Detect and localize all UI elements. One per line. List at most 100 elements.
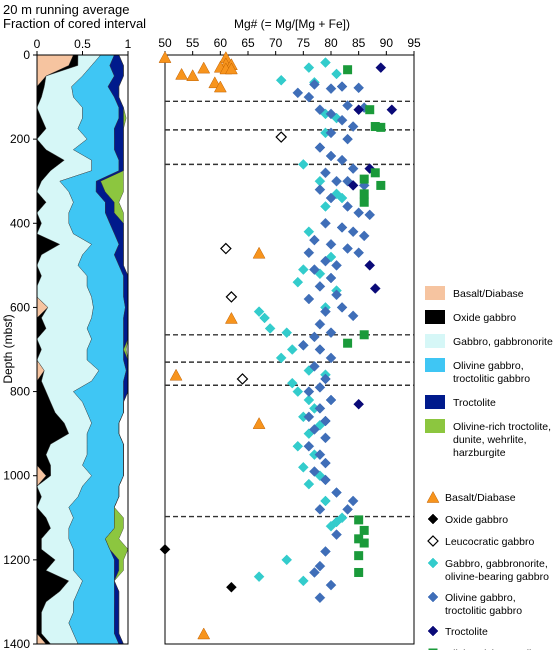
mg-tick-label: 60 (214, 36, 228, 50)
legend-swatch (425, 286, 445, 300)
mg-number-x-ticks: 50 55 60 65 70 75 80 85 90 95 (158, 36, 421, 55)
mg-number-scatter-chart: Mg# (= Mg/[Mg + Fe]) 50 55 60 65 70 75 80 85 90 9… (158, 17, 421, 645)
scatter-point (303, 394, 315, 406)
legend-label: troctolitic gabbro (445, 605, 522, 617)
scatter-point (309, 79, 320, 90)
scatter-point (364, 209, 376, 221)
scatter-point (303, 226, 315, 238)
scatter-point (236, 373, 249, 385)
scatter-point (303, 478, 315, 490)
legend-swatch (425, 358, 445, 372)
scatter-point (370, 122, 380, 132)
legend-label: Basalt/Diabase (453, 288, 524, 300)
scatter-point (213, 80, 227, 93)
fraction-tick-label: 0 (34, 37, 41, 51)
scatter-point (320, 373, 331, 385)
fraction-layers (36, 54, 129, 645)
legend-marker (427, 535, 439, 547)
scatter-point (325, 150, 337, 162)
scatter-point (197, 61, 211, 74)
scatter-point (303, 247, 315, 259)
scatter-point (175, 67, 189, 80)
scatter-point (314, 504, 326, 515)
scatter-point (297, 159, 309, 170)
scatter-point (342, 504, 353, 515)
scatter-point (314, 142, 326, 153)
scatter-point (320, 415, 331, 427)
scatter-point (297, 264, 309, 275)
scatter-point (225, 291, 238, 303)
mg-number-axis-title: Mg# (= Mg/[Mg + Fe]) (234, 17, 350, 31)
scatter-point (292, 386, 304, 397)
scatter-point (309, 264, 320, 275)
scatter-point (325, 127, 337, 139)
scatter-point (314, 344, 326, 355)
scatter-point (309, 234, 320, 246)
scatter-point (325, 579, 337, 591)
scatter-point (354, 534, 364, 544)
scatter-point (309, 567, 320, 578)
scatter-point (303, 411, 315, 423)
scatter-point (208, 76, 222, 89)
scatter-point (347, 495, 359, 507)
legend-label: harzburgite (453, 447, 506, 459)
scatter-point (347, 310, 359, 322)
legend-label: Olivine-rich troctolite, (445, 648, 543, 650)
legend-marker (427, 557, 439, 569)
fraction-tick-label: 0.5 (74, 37, 91, 51)
scatter-point (314, 281, 326, 292)
scatter-point (336, 154, 348, 166)
fraction-tick-label: 1 (125, 37, 132, 51)
scatter-point (309, 424, 320, 435)
legend-label: dunite, wehrlite, (453, 434, 527, 446)
legend-marker (427, 591, 439, 603)
header-fraction: Fraction of cored interval (3, 16, 146, 31)
depth-tick-label: 0 (23, 48, 30, 62)
scatter-point (224, 311, 238, 324)
scatter-point (314, 184, 326, 195)
mg-tick-label: 50 (158, 36, 172, 50)
scatter-point (336, 114, 348, 126)
scatter-point (314, 560, 326, 572)
scatter-point (303, 440, 315, 452)
scatter-point (286, 377, 298, 389)
scatter-point (343, 338, 353, 348)
scatter-point (331, 289, 342, 301)
scatter-point (320, 474, 331, 486)
legend-label: Oxide gabbro (453, 312, 516, 324)
scatter-point (292, 87, 304, 99)
scatter-point (303, 293, 315, 305)
scatter-point (320, 457, 331, 469)
depth-tick-label: 1200 (3, 553, 30, 567)
marker-legend: Basalt/Diabase Oxide gabbro Leucocratic ga… (426, 490, 549, 650)
scatter-point (359, 174, 369, 184)
scatter-point (314, 403, 326, 414)
scatter-point (336, 302, 348, 313)
scatter-point (314, 449, 326, 461)
scatter-point (359, 189, 369, 199)
scatter-point (364, 260, 376, 271)
scatter-point (303, 386, 315, 397)
scatter-point (342, 133, 353, 145)
mg-tick-label: 80 (324, 36, 338, 50)
depth-tick-label: 1000 (3, 469, 30, 483)
scatter-point (353, 398, 365, 410)
legend-label: Olivine gabbro, (453, 360, 524, 372)
scatter-point (275, 131, 288, 143)
depth-y-ticks: 0 200 400 600 800 1000 1200 1400 (3, 48, 37, 650)
scatter-point (320, 167, 331, 179)
scatter-point (386, 104, 398, 116)
scatter-point (259, 312, 270, 324)
scatter-point (342, 100, 353, 111)
scatter-point (353, 104, 365, 116)
legend-marker (427, 625, 439, 637)
scatter-point (325, 83, 337, 95)
scatter-point (336, 81, 348, 92)
legend-label: Leucocratic gabbro (445, 536, 534, 548)
depth-tick-label: 200 (10, 132, 30, 146)
scatter-point (220, 242, 232, 255)
scatter-point (320, 217, 331, 229)
scatter-point (331, 68, 342, 80)
scatter-point (325, 108, 337, 120)
